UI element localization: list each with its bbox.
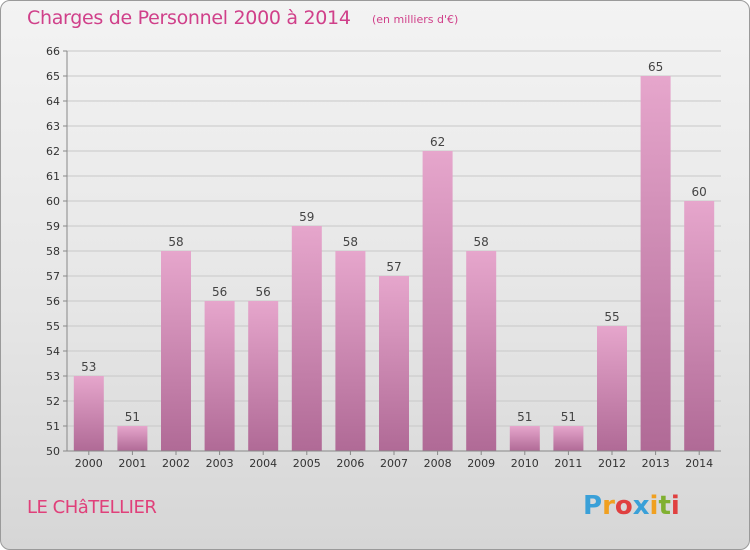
bar-2008 [422, 151, 453, 451]
chart-subtitle: (en milliers d'€) [372, 13, 459, 26]
x-tick-label-2007: 2007 [380, 457, 408, 470]
y-tick-label: 62 [46, 145, 60, 158]
value-label-2007: 57 [386, 260, 401, 274]
y-tick-label: 65 [46, 70, 60, 83]
y-tick-label: 55 [46, 320, 60, 333]
logo-letter: P [583, 491, 603, 521]
value-label-2012: 55 [604, 310, 619, 324]
y-tick-label: 60 [46, 195, 60, 208]
x-tick-label-2012: 2012 [598, 457, 626, 470]
y-tick-label: 52 [46, 395, 60, 408]
x-tick-label-2014: 2014 [685, 457, 713, 470]
value-label-2009: 58 [474, 235, 489, 249]
value-label-2013: 65 [648, 60, 663, 74]
x-tick-label-2001: 2001 [118, 457, 146, 470]
x-tick-label-2006: 2006 [336, 457, 364, 470]
value-label-2010: 51 [517, 410, 532, 424]
value-label-2001: 51 [125, 410, 140, 424]
y-tick-label: 53 [46, 370, 60, 383]
bar-2003 [204, 301, 235, 451]
y-tick-label: 57 [46, 270, 60, 283]
x-tick-label-2011: 2011 [554, 457, 582, 470]
bar-2006 [335, 251, 366, 451]
x-tick-label-2005: 2005 [293, 457, 321, 470]
logo-letter: o [614, 491, 633, 521]
y-tick-label: 58 [46, 245, 60, 258]
y-tick-label: 56 [46, 295, 60, 308]
y-tick-label: 54 [46, 345, 60, 358]
x-tick-label-2008: 2008 [424, 457, 452, 470]
bars [73, 76, 715, 451]
logo-letter: x [632, 491, 650, 521]
labels: 50 51 52 53 54 55 56 57 58 59 60 61 62 63 64 65 66 53 2000… [46, 45, 713, 470]
x-tick-label-2003: 2003 [206, 457, 234, 470]
commune-name: LE CHâTELLIER [27, 497, 157, 518]
bar-2010 [509, 426, 540, 451]
x-tick-label-2013: 2013 [642, 457, 670, 470]
bar-2005 [291, 226, 322, 451]
y-tick-label: 50 [46, 445, 60, 458]
value-label-2005: 59 [299, 210, 314, 224]
bar-2007 [379, 276, 409, 451]
logo-letter: r [602, 491, 615, 521]
bar-2001 [117, 426, 148, 451]
value-label-2002: 58 [168, 235, 183, 249]
bar-2009 [466, 251, 497, 451]
y-tick-label: 63 [46, 120, 60, 133]
logo-letter: t [658, 491, 671, 521]
value-label-2004: 56 [256, 285, 271, 299]
y-tick-label: 66 [46, 45, 60, 58]
value-label-2011: 51 [561, 410, 576, 424]
logo-letter: i [649, 491, 659, 521]
bar-2011 [553, 426, 584, 451]
bar-2002 [161, 251, 191, 451]
x-tick-label-2000: 2000 [75, 457, 103, 470]
value-label-2000: 53 [81, 360, 96, 374]
y-tick-label: 51 [46, 420, 60, 433]
bar-2000 [73, 376, 104, 451]
bar-2013 [640, 76, 671, 451]
bar-2004 [248, 301, 279, 451]
value-label-2006: 58 [343, 235, 358, 249]
y-tick-label: 59 [46, 220, 60, 233]
value-label-2014: 60 [692, 185, 707, 199]
x-tick-label-2010: 2010 [511, 457, 539, 470]
x-tick-label-2004: 2004 [249, 457, 277, 470]
y-tick-label: 61 [46, 170, 60, 183]
bar-2012 [597, 326, 627, 451]
proxiti-logo[interactable]: Proxiti [583, 491, 680, 521]
chart-title: Charges de Personnel 2000 à 2014 [27, 7, 351, 29]
axes [63, 50, 721, 455]
x-tick-label-2009: 2009 [467, 457, 495, 470]
x-tick-label-2002: 2002 [162, 457, 190, 470]
y-tick-label: 64 [46, 95, 60, 108]
value-label-2003: 56 [212, 285, 227, 299]
bar-2014 [684, 201, 715, 451]
value-label-2008: 62 [430, 135, 445, 149]
logo-letter: i [670, 491, 680, 521]
